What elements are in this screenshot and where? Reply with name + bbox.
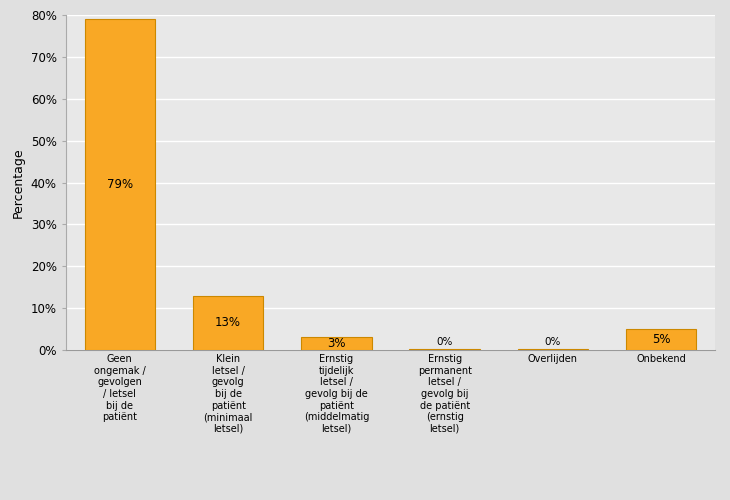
Bar: [193, 296, 264, 350]
Bar: [626, 329, 696, 350]
Text: 79%: 79%: [107, 178, 133, 191]
Bar: [301, 338, 372, 350]
Text: 0%: 0%: [437, 338, 453, 347]
Bar: [410, 348, 480, 350]
Text: 0%: 0%: [545, 338, 561, 347]
Text: 3%: 3%: [327, 337, 346, 350]
Text: 13%: 13%: [215, 316, 241, 330]
Y-axis label: Percentage: Percentage: [12, 147, 25, 218]
Text: 5%: 5%: [652, 333, 671, 346]
Bar: [518, 348, 588, 350]
Bar: [85, 19, 155, 350]
